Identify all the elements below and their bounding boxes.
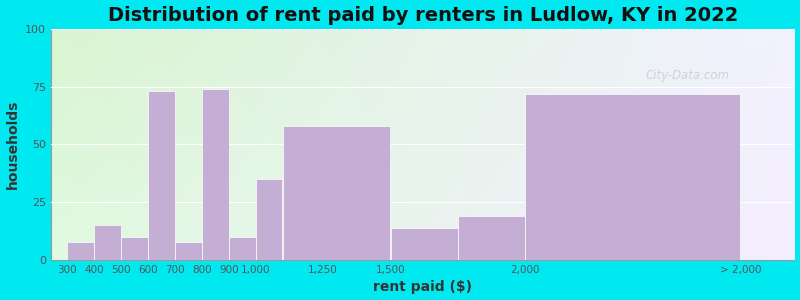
Bar bbox=[229, 237, 255, 260]
Title: Distribution of rent paid by renters in Ludlow, KY in 2022: Distribution of rent paid by renters in … bbox=[107, 6, 738, 25]
Bar bbox=[256, 179, 282, 260]
Bar bbox=[458, 216, 525, 260]
Y-axis label: households: households bbox=[6, 100, 19, 189]
Bar bbox=[175, 242, 202, 260]
Bar bbox=[390, 228, 458, 260]
Bar bbox=[282, 126, 390, 260]
X-axis label: rent paid ($): rent paid ($) bbox=[374, 280, 472, 294]
Bar bbox=[94, 225, 121, 260]
Bar bbox=[67, 242, 94, 260]
Bar bbox=[121, 237, 148, 260]
Bar bbox=[148, 91, 174, 260]
Bar bbox=[202, 89, 229, 260]
Text: City-Data.com: City-Data.com bbox=[646, 69, 730, 82]
Bar bbox=[526, 94, 741, 260]
